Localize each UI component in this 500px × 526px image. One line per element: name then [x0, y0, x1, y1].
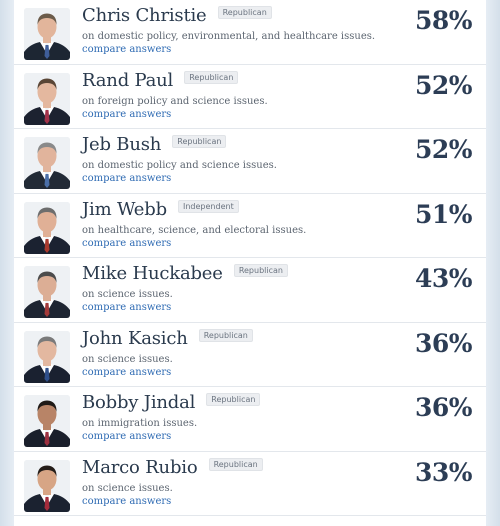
candidate-results-panel: Chris Christie Republican on domestic po…: [14, 0, 486, 526]
compare-answers-link[interactable]: compare answers: [82, 495, 172, 507]
match-percentage: 33%: [414, 457, 473, 487]
party-badge: Republican: [217, 6, 272, 19]
match-percentage: 52%: [414, 70, 473, 100]
candidate-name: Bobby Jindal: [82, 392, 196, 413]
candidate-photo: [24, 8, 70, 60]
candidate-row: Marco Rubio Republican on science issues…: [14, 452, 486, 516]
party-badge: Republican: [233, 264, 288, 277]
candidate-portrait-icon: [24, 72, 70, 125]
candidate-name-line: Marco Rubio Republican: [82, 457, 263, 478]
agreement-issues: on foreign policy and science issues.: [82, 95, 268, 107]
party-badge: Republican: [172, 135, 227, 148]
candidate-name: Jeb Bush: [82, 134, 162, 155]
candidate-portrait-icon: [24, 266, 70, 318]
candidate-name-line: Jeb Bush Republican: [82, 134, 227, 155]
candidate-row: Jeb Bush Republican on domestic policy a…: [14, 129, 486, 194]
candidate-photo: [24, 395, 70, 447]
agreement-issues: on domestic policy and science issues.: [82, 160, 277, 171]
candidate-row: Chris Christie Republican on domestic po…: [14, 0, 486, 65]
left-background-stripe: [0, 0, 14, 526]
agreement-issues: on science issues.: [82, 289, 173, 300]
party-badge: Republican: [206, 393, 261, 406]
compare-answers-link[interactable]: compare answers: [82, 108, 172, 120]
compare-answers-link[interactable]: compare answers: [82, 431, 172, 442]
compare-answers-link[interactable]: compare answers: [82, 302, 172, 313]
party-badge: Republican: [208, 457, 263, 471]
agreement-issues: on science issues.: [82, 482, 173, 494]
candidate-row: John Kasich Republican on science issues…: [14, 323, 486, 387]
candidate-name: Jim Webb: [82, 198, 167, 220]
match-percentage: 43%: [414, 264, 473, 293]
candidate-portrait-icon: [24, 330, 70, 383]
match-percentage: 58%: [414, 6, 473, 35]
candidate-name-line: Rand Paul Republican: [82, 69, 239, 91]
candidate-row: Mike Huckabee Republican on science issu…: [14, 258, 486, 323]
agreement-issues: on healthcare, science, and electoral is…: [82, 224, 307, 236]
candidate-name-line: Bobby Jindal Republican: [82, 392, 261, 413]
candidate-name: Mike Huckabee: [82, 263, 223, 284]
compare-answers-link[interactable]: compare answers: [82, 44, 172, 55]
compare-answers-link[interactable]: compare answers: [82, 237, 172, 249]
candidate-portrait-icon: [24, 459, 70, 512]
match-percentage: 36%: [414, 328, 473, 358]
candidate-name-line: John Kasich Republican: [82, 328, 253, 349]
candidate-photo: [24, 266, 70, 318]
compare-answers-link[interactable]: compare answers: [82, 173, 172, 184]
right-background-stripe: [486, 0, 500, 526]
candidate-row: Bobby Jindal Republican on immigration i…: [14, 387, 486, 452]
candidate-row: Jim Webb Independent on healthcare, scie…: [14, 194, 486, 258]
candidate-list: Chris Christie Republican on domestic po…: [14, 0, 486, 516]
match-percentage: 36%: [414, 393, 473, 422]
candidate-name: John Kasich: [82, 327, 188, 349]
candidate-name: Rand Paul: [82, 69, 174, 91]
match-percentage: 51%: [414, 199, 473, 229]
candidate-name-line: Chris Christie Republican: [82, 5, 272, 26]
agreement-issues: on science issues.: [82, 353, 173, 365]
candidate-name: Chris Christie: [82, 5, 207, 26]
candidate-name-line: Mike Huckabee Republican: [82, 263, 288, 284]
candidate-name: Marco Rubio: [82, 456, 198, 478]
party-badge: Republican: [198, 328, 253, 342]
agreement-issues: on immigration issues.: [82, 418, 198, 429]
agreement-issues: on domestic policy, environmental, and h…: [82, 31, 376, 42]
candidate-photo: [24, 201, 70, 254]
candidate-portrait-icon: [24, 201, 70, 254]
party-badge: Republican: [184, 70, 239, 84]
candidate-photo: [24, 330, 70, 383]
compare-answers-link[interactable]: compare answers: [82, 366, 172, 378]
candidate-portrait-icon: [24, 137, 70, 189]
party-badge: Independent: [178, 199, 239, 213]
candidate-portrait-icon: [24, 8, 70, 60]
candidate-row: Rand Paul Republican on foreign policy a…: [14, 65, 486, 129]
match-percentage: 52%: [414, 135, 473, 164]
candidate-portrait-icon: [24, 395, 70, 447]
candidate-photo: [24, 459, 70, 512]
candidate-photo: [24, 72, 70, 125]
candidate-name-line: Jim Webb Independent: [82, 199, 239, 220]
candidate-photo: [24, 137, 70, 189]
